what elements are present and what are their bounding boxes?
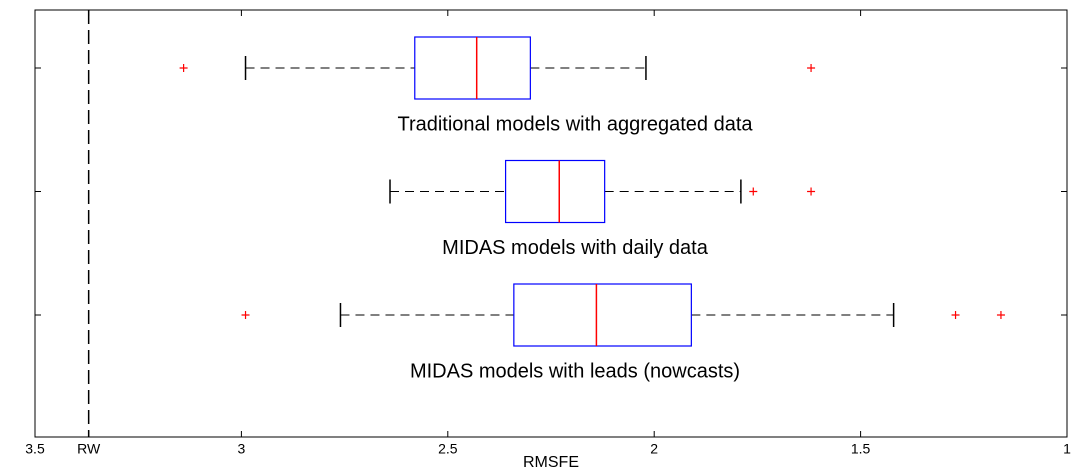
box-annotation: MIDAS models with leads (nowcasts) (410, 360, 740, 382)
plot-frame (34, 9, 1068, 438)
outlier (807, 64, 816, 72)
outlier (807, 187, 816, 196)
box (504, 159, 606, 224)
box (513, 283, 692, 347)
x-tick-label: 1 (1063, 441, 1071, 457)
x-tick-label: 2 (650, 441, 658, 457)
x-tick-label: 3.5 (25, 441, 45, 457)
x-tick-label: 1.5 (851, 441, 871, 457)
outlier (749, 187, 758, 196)
x-axis-label: RMSFE (523, 454, 579, 471)
box-annotation: Traditional models with aggregated data (397, 113, 753, 135)
box-annotation: MIDAS models with daily data (442, 237, 709, 259)
outlier (179, 64, 188, 72)
x-tick-label: 2.5 (438, 441, 458, 457)
box (414, 36, 531, 100)
outlier (951, 311, 960, 319)
x-tick-label: 3 (238, 441, 246, 457)
outlier (996, 311, 1005, 319)
outlier (241, 311, 250, 319)
x-tick-label: RW (77, 441, 101, 457)
